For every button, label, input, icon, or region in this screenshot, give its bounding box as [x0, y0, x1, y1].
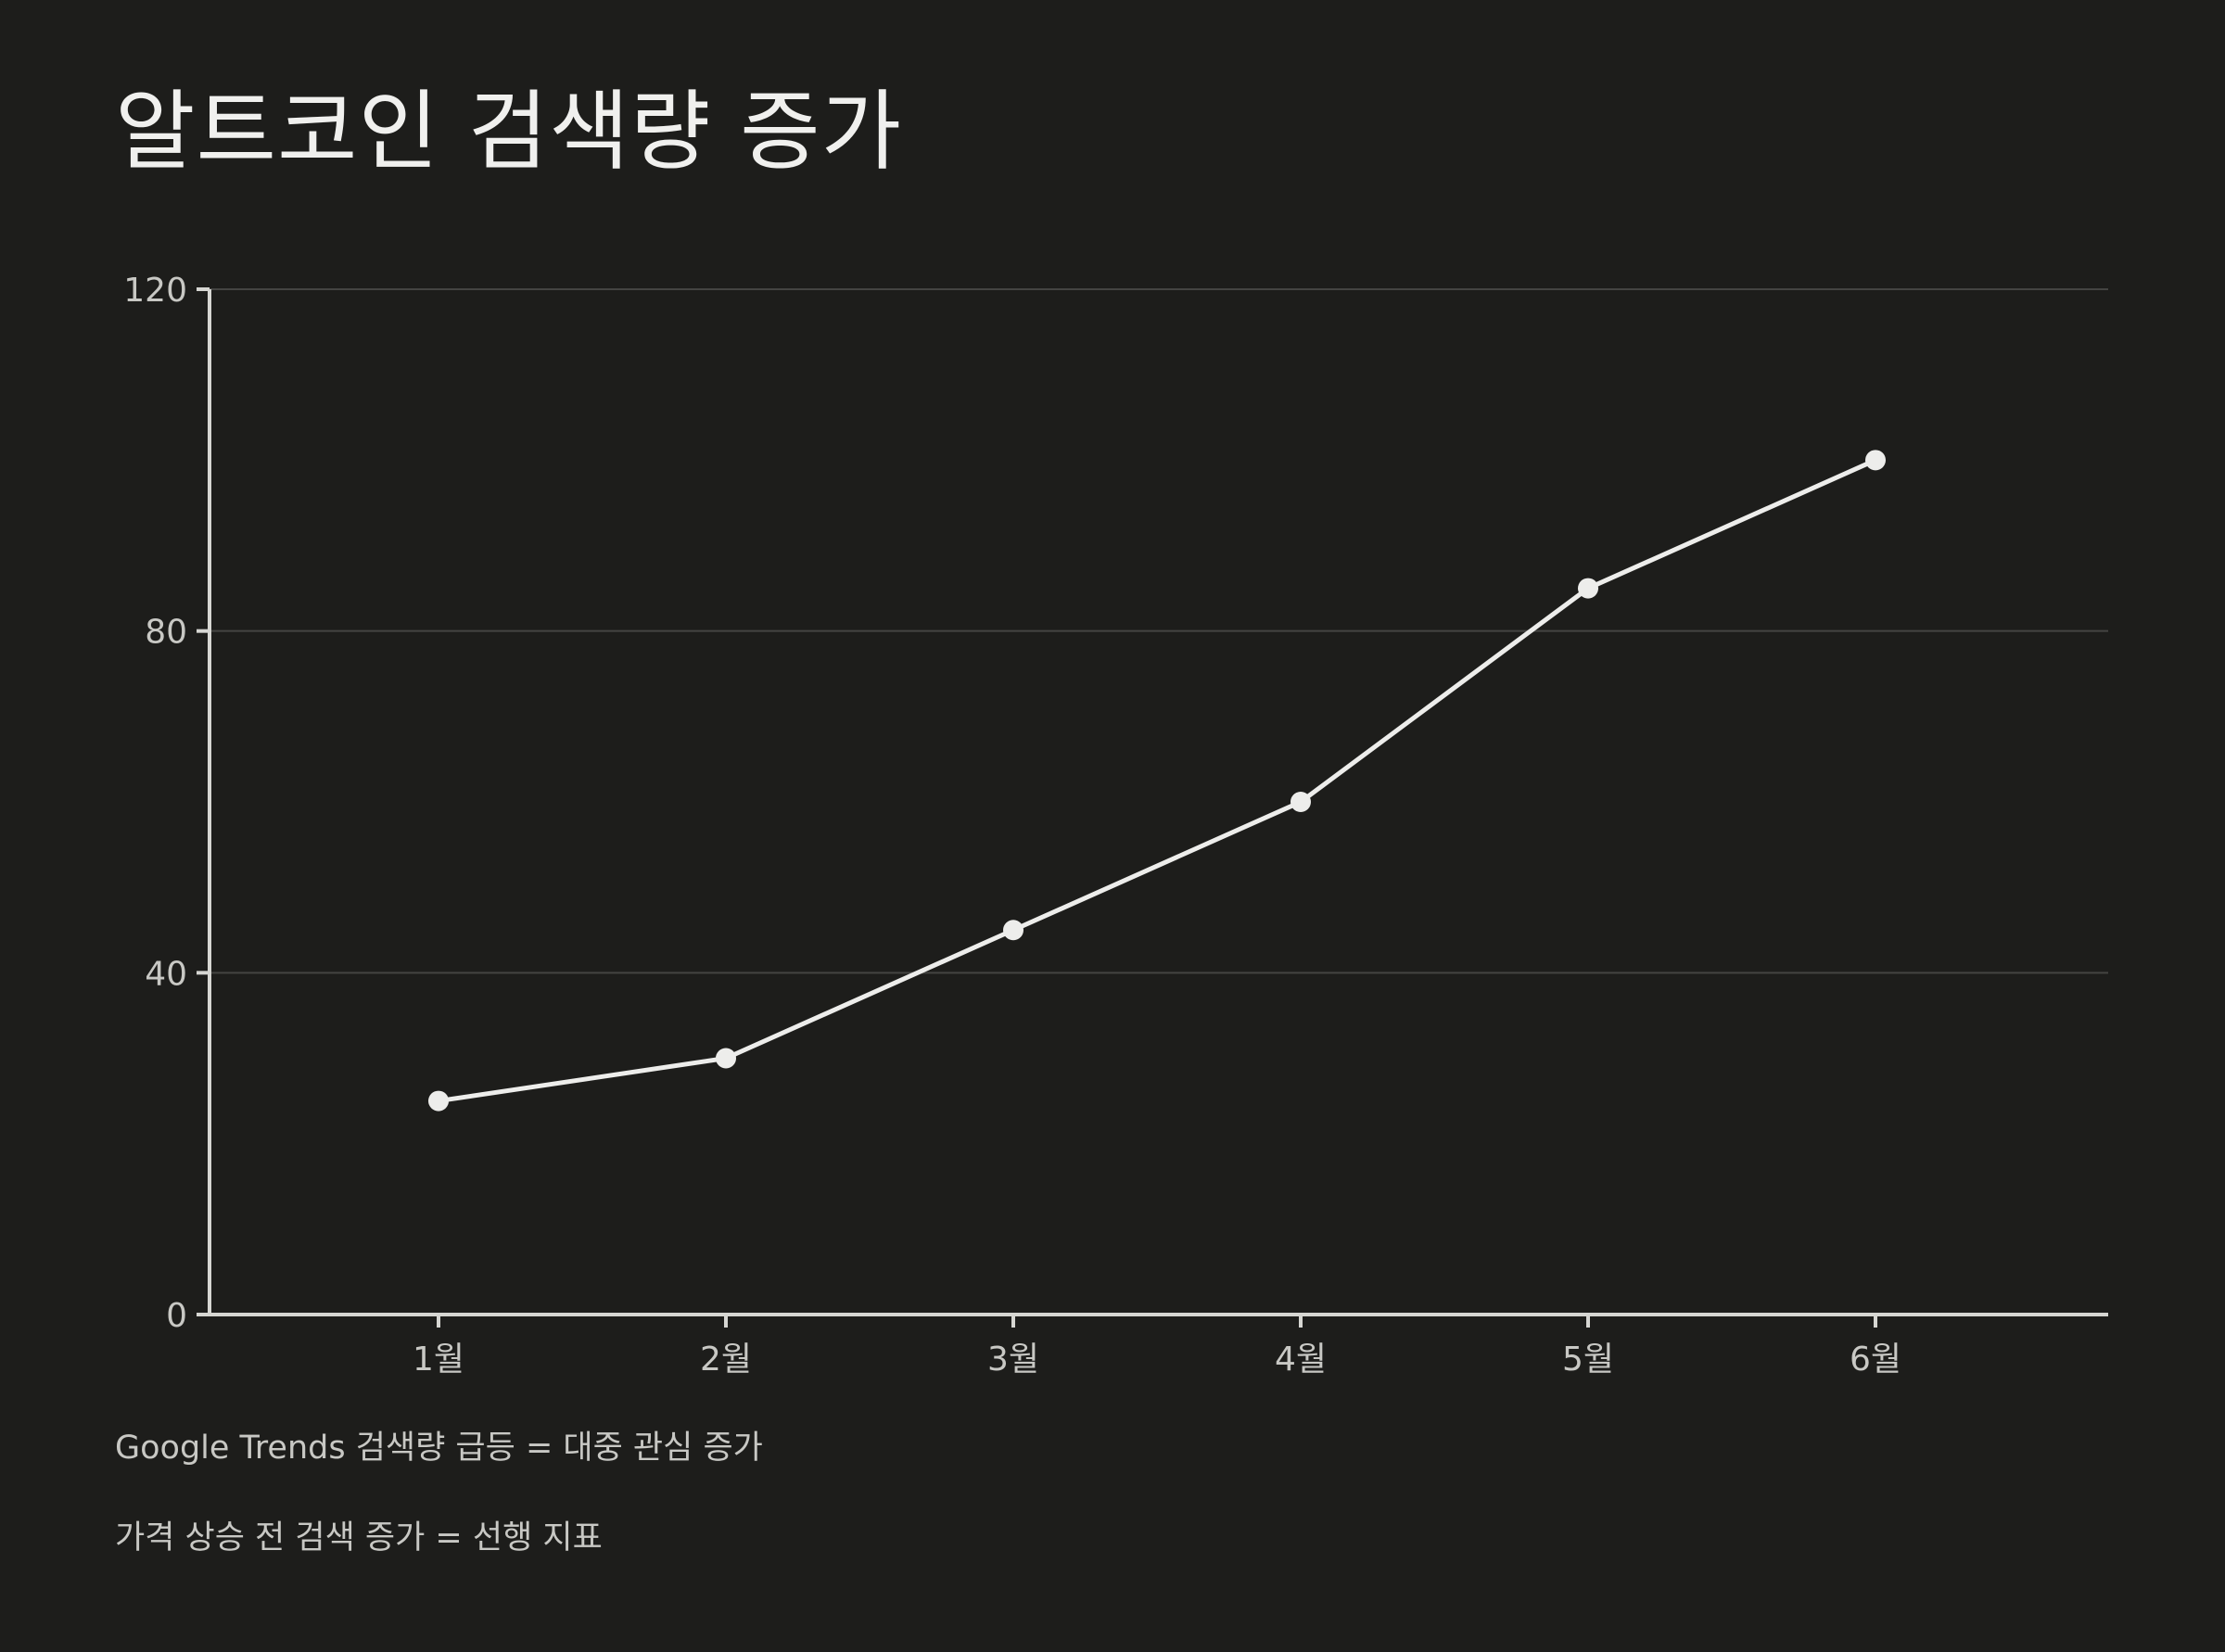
gridlines: [210, 288, 2108, 974]
data-point: [1003, 920, 1024, 941]
y-tick-label: 120: [123, 272, 187, 310]
y-tick-label: 0: [166, 1297, 187, 1335]
x-tick-label: 2월: [700, 1341, 752, 1379]
chart-title: 알트코인 검색량 증가: [115, 82, 903, 183]
x-tick-label: 3월: [987, 1341, 1039, 1379]
data-point: [428, 1090, 449, 1112]
axes: [208, 289, 2108, 1316]
data-point: [716, 1048, 736, 1069]
x-tick-label: 4월: [1275, 1341, 1327, 1379]
series-line: [436, 457, 1878, 1104]
x-axis-ticks: 1월 2월 3월 4월 5월 6월: [413, 1315, 1901, 1379]
series: [428, 450, 1886, 1112]
y-axis-ticks: 0 40 80 120: [123, 272, 210, 1335]
x-tick-label: 1월: [413, 1341, 464, 1379]
data-point: [1578, 578, 1598, 599]
y-tick-label: 80: [145, 614, 187, 652]
data-point: [1290, 792, 1311, 812]
note-leading-indicator: 가격 상승 전 검색 증가 = 선행 지표: [115, 1519, 603, 1557]
x-tick-label: 5월: [1562, 1341, 1614, 1379]
x-tick-label: 6월: [1850, 1341, 1901, 1379]
data-point: [1865, 450, 1886, 471]
y-tick-label: 40: [145, 955, 187, 993]
note-google-trends: Google Trends 검색량 급등 = 대중 관심 증가: [115, 1430, 763, 1467]
